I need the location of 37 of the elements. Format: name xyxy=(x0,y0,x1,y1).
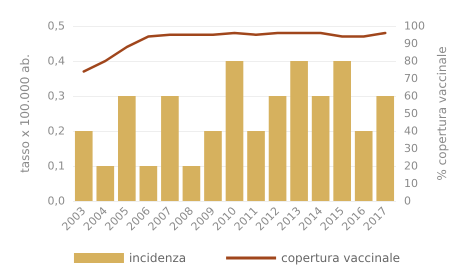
y-tick-label: 0,5 xyxy=(48,20,65,32)
y2-tick-label: 100 xyxy=(404,20,425,32)
bar xyxy=(161,96,179,201)
bar xyxy=(354,131,373,201)
bar xyxy=(74,131,93,201)
bar xyxy=(376,96,394,201)
bar xyxy=(118,96,136,201)
y-tick-label: 0,0 xyxy=(48,194,65,208)
y2-tick-label: 20 xyxy=(404,160,418,172)
y-tick-label: 0,4 xyxy=(48,54,65,68)
y-tick-label: 0,3 xyxy=(48,90,65,102)
y2-tick-label: 10 xyxy=(404,177,418,190)
y2-tick-label: 0 xyxy=(404,194,411,208)
legend-label: incidenza xyxy=(128,251,186,265)
y-tick-label: 0,1 xyxy=(48,160,65,172)
bar xyxy=(268,96,286,201)
y2-tick-label: 60 xyxy=(404,90,418,102)
y2-tick-label: 80 xyxy=(404,54,418,68)
y-tick-label: 0,2 xyxy=(48,124,65,138)
y2-tick-label: 50 xyxy=(404,107,418,120)
bar xyxy=(226,61,244,201)
y2-tick-label: 70 xyxy=(404,72,418,85)
y2-tick-label: 90 xyxy=(404,37,418,50)
y-axis-title: tasso x 100.000 ab. xyxy=(18,54,32,173)
bar xyxy=(182,166,200,201)
line-series xyxy=(82,32,386,73)
y2-tick-label: 40 xyxy=(404,124,418,138)
y2-tick-label: 30 xyxy=(404,142,418,155)
bar xyxy=(140,166,158,201)
bar xyxy=(96,166,114,201)
legend-label: copertura vaccinale xyxy=(281,251,400,265)
bar xyxy=(204,131,222,201)
y2-axis-title: % copertura vaccinale xyxy=(434,46,449,181)
bar xyxy=(312,96,330,201)
bar xyxy=(247,131,265,201)
bar xyxy=(333,61,351,201)
bar xyxy=(290,61,308,201)
